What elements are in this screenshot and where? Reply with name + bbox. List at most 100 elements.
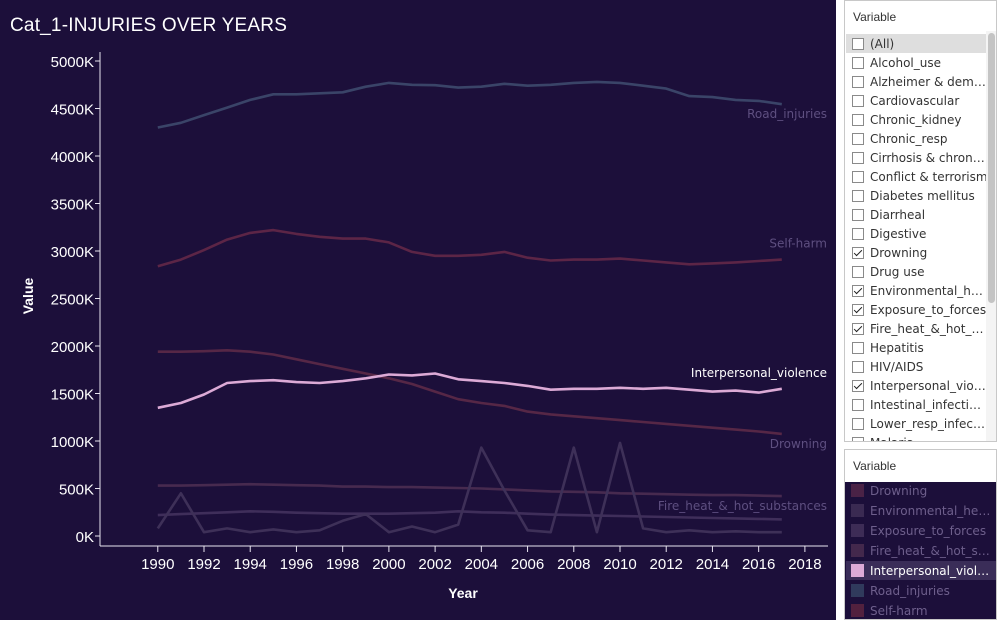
series-line-environmental-heat-and-cold[interactable] <box>156 441 782 534</box>
filter-checkbox[interactable] <box>852 417 864 430</box>
filter-checkbox[interactable] <box>852 56 864 69</box>
y-axis-title: Value <box>20 278 36 315</box>
y-tick-label: 4500K <box>51 102 94 119</box>
filter-item[interactable]: Conflict & terrorism <box>846 167 996 186</box>
color-legend-card: Variable Drowning Environmental_heat... Ex… <box>844 449 997 620</box>
legend-swatch <box>851 604 864 617</box>
filter-checkbox[interactable] <box>852 341 864 354</box>
series-end-label: Self-harm <box>769 237 827 251</box>
legend-title: Variable <box>845 450 996 482</box>
filter-checkbox[interactable] <box>852 246 864 259</box>
filter-checkbox[interactable] <box>852 322 864 335</box>
filter-checkbox[interactable] <box>852 151 864 164</box>
filter-checkbox[interactable] <box>852 398 864 411</box>
series-line-interpersonal-violence[interactable] <box>157 372 783 410</box>
legend-item[interactable]: Fire_heat_&_hot_su... <box>846 541 996 560</box>
x-tick-label: 1994 <box>234 556 267 573</box>
filter-item-label: (All) <box>870 36 895 51</box>
filter-item-label: Lower_resp_infecti... <box>870 416 988 431</box>
legend-item-label: Road_injuries <box>870 583 950 598</box>
filter-item-label: Cardiovascular <box>870 93 960 108</box>
legend-item[interactable]: Self-harm <box>846 601 996 620</box>
series-line-drowning[interactable] <box>157 348 782 436</box>
filter-checkbox[interactable] <box>852 436 864 441</box>
filter-item[interactable]: Alzheimer & demen... <box>846 72 996 91</box>
filter-item[interactable]: Digestive <box>846 224 996 243</box>
filter-checkbox[interactable] <box>852 170 864 183</box>
filter-item-label: Environmental_hea... <box>870 283 988 298</box>
series-line-self-harm[interactable] <box>157 228 782 268</box>
x-tick-label: 2012 <box>650 556 683 573</box>
filter-checkbox[interactable] <box>852 94 864 107</box>
filter-item-label: Diabetes mellitus <box>870 188 975 203</box>
y-tick-label: 3000K <box>51 244 94 261</box>
series-end-label: Road_injuries <box>747 107 827 121</box>
filter-checkbox[interactable] <box>852 379 864 392</box>
legend-item-label: Interpersonal_violen.. <box>870 563 995 578</box>
filter-item[interactable]: Environmental_hea... <box>846 281 996 300</box>
filter-title: Variable <box>853 10 897 24</box>
legend-swatch <box>851 564 864 577</box>
filter-checkbox[interactable] <box>852 37 864 50</box>
legend-item[interactable]: Drowning <box>846 481 996 500</box>
filter-checkbox[interactable] <box>852 227 864 240</box>
legend-item[interactable]: Environmental_heat... <box>846 501 996 520</box>
y-tick-label: 1000K <box>51 434 94 451</box>
series-end-label: Drowning <box>770 437 827 451</box>
series-line-road-injuries[interactable] <box>157 80 782 129</box>
filter-item[interactable]: Diarrheal <box>846 205 996 224</box>
x-tick-label: 2008 <box>557 556 590 573</box>
filter-item[interactable]: Interpersonal_viol... <box>846 376 996 395</box>
legend-item-label: Exposure_to_forces <box>870 523 987 538</box>
filter-item[interactable]: (All) <box>846 34 996 53</box>
filter-checkbox[interactable] <box>852 303 864 316</box>
filter-scrollbar-thumb[interactable] <box>988 33 995 303</box>
filter-item-label: Alcohol_use <box>870 55 942 70</box>
legend-item[interactable]: Exposure_to_forces <box>846 521 996 540</box>
filter-item[interactable]: Hepatitis <box>846 338 996 357</box>
legend-swatch <box>851 544 864 557</box>
x-tick-label: 1998 <box>326 556 359 573</box>
y-tick-label: 500K <box>59 482 94 499</box>
y-tick-label: 1500K <box>51 387 94 404</box>
filter-item[interactable]: Drug use <box>846 262 996 281</box>
legend-item-label: Environmental_heat... <box>870 503 995 518</box>
filter-checkbox[interactable] <box>852 284 864 297</box>
filter-item-label: Intestinal_infections <box>870 397 988 412</box>
legend-item-label: Self-harm <box>870 603 928 618</box>
filter-item[interactable]: Lower_resp_infecti... <box>846 414 996 433</box>
series-line-exposure-to-forces[interactable] <box>157 509 782 521</box>
filter-checkbox[interactable] <box>852 113 864 126</box>
chart-title: Cat_1-INJURIES OVER YEARS <box>10 15 288 36</box>
filter-item-label: Drug use <box>870 264 925 279</box>
line-chart: 0K 500K 1000K 1500K 2000K 2500K 3000K 3500K 4000… <box>20 52 828 601</box>
series-label-layer: Road_injuries Self-harm Drowning Interperso… <box>658 107 827 513</box>
filter-checkbox[interactable] <box>852 75 864 88</box>
filter-item[interactable]: Intestinal_infections <box>846 395 996 414</box>
filter-item[interactable]: Diabetes mellitus <box>846 186 996 205</box>
legend-item[interactable]: Road_injuries <box>846 581 996 600</box>
filter-checkbox[interactable] <box>852 360 864 373</box>
x-tick-label: 1992 <box>187 556 220 573</box>
filter-checkbox[interactable] <box>852 208 864 221</box>
x-tick-label: 2004 <box>465 556 498 573</box>
filter-item[interactable]: HIV/AIDS <box>846 357 996 376</box>
filter-item[interactable]: Chronic_kidney <box>846 110 996 129</box>
legend-item[interactable]: Interpersonal_violen.. <box>846 561 996 580</box>
filter-checkbox[interactable] <box>852 132 864 145</box>
filter-item[interactable]: Cirrhosis & chronic... <box>846 148 996 167</box>
filter-item[interactable]: Malaria <box>846 433 996 441</box>
filter-item-label: Hepatitis <box>870 340 924 355</box>
filter-item[interactable]: Cardiovascular <box>846 91 996 110</box>
y-tick-label: 5000K <box>51 54 94 71</box>
series-end-label: Interpersonal_violence <box>691 366 827 380</box>
filter-item[interactable]: Alcohol_use <box>846 53 996 72</box>
filter-item-label: Digestive <box>870 226 927 241</box>
filter-item[interactable]: Chronic_resp <box>846 129 996 148</box>
filter-checkbox[interactable] <box>852 189 864 202</box>
legend-swatch <box>851 504 864 517</box>
filter-item[interactable]: Exposure_to_forces <box>846 300 996 319</box>
filter-item[interactable]: Drowning <box>846 243 996 262</box>
filter-item[interactable]: Fire_heat_&_hot_s... <box>846 319 996 338</box>
filter-checkbox[interactable] <box>852 265 864 278</box>
